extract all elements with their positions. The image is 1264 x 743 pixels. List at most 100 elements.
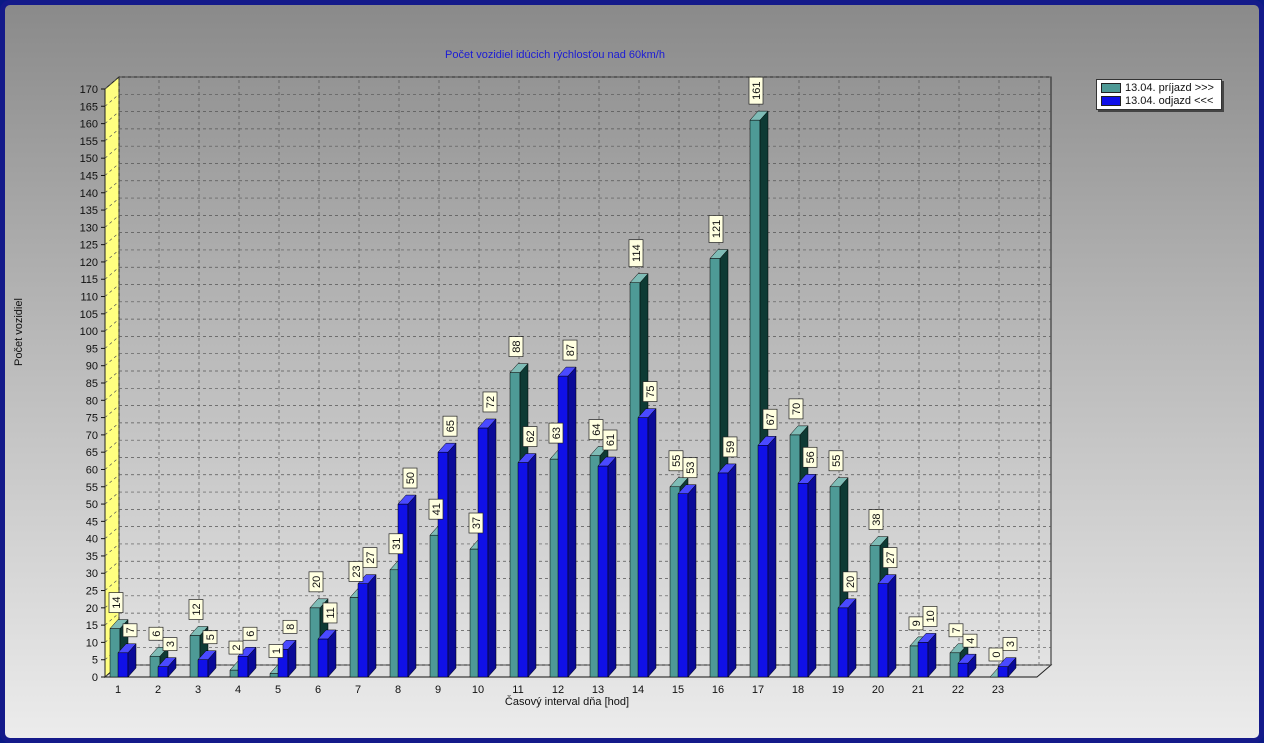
y-tick-label: 165 <box>80 101 98 113</box>
data-label-odjazd: 87 <box>565 344 577 356</box>
bar-odjazd-side <box>847 598 857 678</box>
bar-odjazd-side <box>367 573 377 678</box>
data-label-odjazd: 6 <box>245 631 257 637</box>
bar-prijazd-top <box>309 598 329 609</box>
bar-prijazd-top <box>189 626 209 636</box>
bar-prijazd-top <box>109 619 129 629</box>
y-tick-label: 130 <box>80 222 98 234</box>
bar-odjazd-top <box>717 463 737 474</box>
data-label-odjazd-box <box>682 457 698 479</box>
data-label-odjazd: 27 <box>885 551 897 563</box>
bar-odjazd-side <box>607 456 617 678</box>
bar-odjazd-side <box>527 452 537 678</box>
y-tick-label: 55 <box>86 482 98 494</box>
bar-odjazd-side <box>807 473 817 678</box>
bar-odjazd-face <box>917 642 929 678</box>
bar-odjazd-top <box>677 484 697 494</box>
bar-odjazd-top <box>597 456 617 467</box>
y-tick-label: 60 <box>86 464 98 476</box>
data-label-prijazd-box <box>108 592 124 613</box>
bar-odjazd-top <box>197 650 217 660</box>
bar-odjazd-top <box>117 643 137 654</box>
data-label-prijazd-box <box>268 644 284 658</box>
legend-item-series-1: 13.04. príjazd >>> <box>1101 82 1214 95</box>
data-label-odjazd-box <box>202 630 218 645</box>
data-label-prijazd-box <box>828 450 844 472</box>
data-label-prijazd-box <box>948 623 964 638</box>
data-label-odjazd-box <box>362 547 378 568</box>
legend-swatch-series-2 <box>1101 96 1121 107</box>
bar-odjazd-face <box>837 607 849 678</box>
data-label-prijazd-box <box>788 398 804 420</box>
data-label-odjazd: 75 <box>645 385 657 397</box>
x-tick-label: 12 <box>552 684 564 696</box>
data-label-odjazd-box <box>122 623 138 638</box>
y-tick-label: 70 <box>86 430 98 442</box>
y-tick-label: 25 <box>86 586 98 598</box>
y-tick-label: 155 <box>80 136 98 148</box>
y-tick-label: 120 <box>80 257 98 269</box>
x-tick-label: 19 <box>832 684 844 696</box>
bar-prijazd-top <box>749 110 769 121</box>
data-label-prijazd-box <box>588 419 604 440</box>
data-label-prijazd: 7 <box>951 627 963 633</box>
y-tick-label: 10 <box>86 637 98 649</box>
y-tick-label: 15 <box>86 620 98 632</box>
data-label-prijazd-box <box>508 336 524 357</box>
data-label-prijazd: 88 <box>511 340 523 352</box>
data-label-prijazd: 55 <box>831 455 843 467</box>
bar-odjazd-top <box>837 598 857 609</box>
data-label-odjazd-box <box>962 633 978 648</box>
bar-odjazd-face <box>197 659 209 678</box>
x-tick-label: 11 <box>512 684 523 696</box>
bar-odjazd-face <box>437 451 449 678</box>
data-label-prijazd: 55 <box>671 455 683 467</box>
x-tick-label: 15 <box>672 684 684 696</box>
bar-odjazd-top <box>797 474 817 484</box>
y-tick-label: 110 <box>80 292 98 304</box>
x-tick-label: 10 <box>472 684 484 696</box>
data-label-odjazd: 50 <box>405 472 417 484</box>
bar-odjazd-top <box>917 633 937 643</box>
x-tick-label: 17 <box>752 684 764 696</box>
bar-odjazd-side <box>447 442 457 678</box>
y-tick-label: 65 <box>86 447 98 459</box>
x-tick-label: 4 <box>235 684 241 696</box>
data-label-odjazd: 61 <box>605 434 617 446</box>
bar-odjazd-face <box>237 655 249 678</box>
bar-odjazd-top <box>557 366 577 377</box>
y-tick-label: 85 <box>86 378 98 390</box>
data-label-odjazd: 7 <box>125 627 137 633</box>
data-label-odjazd: 67 <box>765 413 777 425</box>
data-label-odjazd-box <box>842 571 858 593</box>
y-tick-label: 135 <box>80 205 98 217</box>
bar-prijazd-top <box>709 249 729 259</box>
y-tick-label: 105 <box>80 309 98 321</box>
y-tick-label: 40 <box>86 534 98 546</box>
data-label-prijazd: 121 <box>711 220 723 238</box>
x-tick-label: 18 <box>792 684 804 696</box>
data-label-prijazd: 41 <box>431 503 443 515</box>
bar-odjazd-top <box>757 436 777 446</box>
y-axis-label: Počet vozidiel <box>13 298 25 366</box>
data-label-prijazd-box <box>708 215 724 243</box>
data-label-odjazd: 11 <box>325 607 337 618</box>
bar-odjazd-face <box>157 666 169 678</box>
y-tick-label: 75 <box>86 413 98 425</box>
data-label-prijazd: 64 <box>591 424 603 436</box>
legend: 13.04. príjazd >>> 13.04. odjazd <<< <box>1096 79 1222 110</box>
bar-odjazd-face <box>717 472 729 678</box>
bar-odjazd-side <box>567 366 577 678</box>
bar-odjazd-face <box>797 483 809 678</box>
data-label-odjazd-box <box>162 637 178 651</box>
data-label-prijazd-box <box>308 571 324 593</box>
y-tick-label: 5 <box>92 655 98 667</box>
data-label-odjazd-box <box>282 619 298 634</box>
data-label-odjazd: 53 <box>685 462 697 474</box>
data-label-prijazd-box <box>388 533 404 555</box>
x-tick-label: 2 <box>155 684 161 696</box>
data-label-prijazd: 6 <box>151 631 163 637</box>
data-label-prijazd-box <box>428 498 444 520</box>
bar-odjazd-side <box>407 494 417 678</box>
data-label-prijazd-box <box>868 509 884 530</box>
